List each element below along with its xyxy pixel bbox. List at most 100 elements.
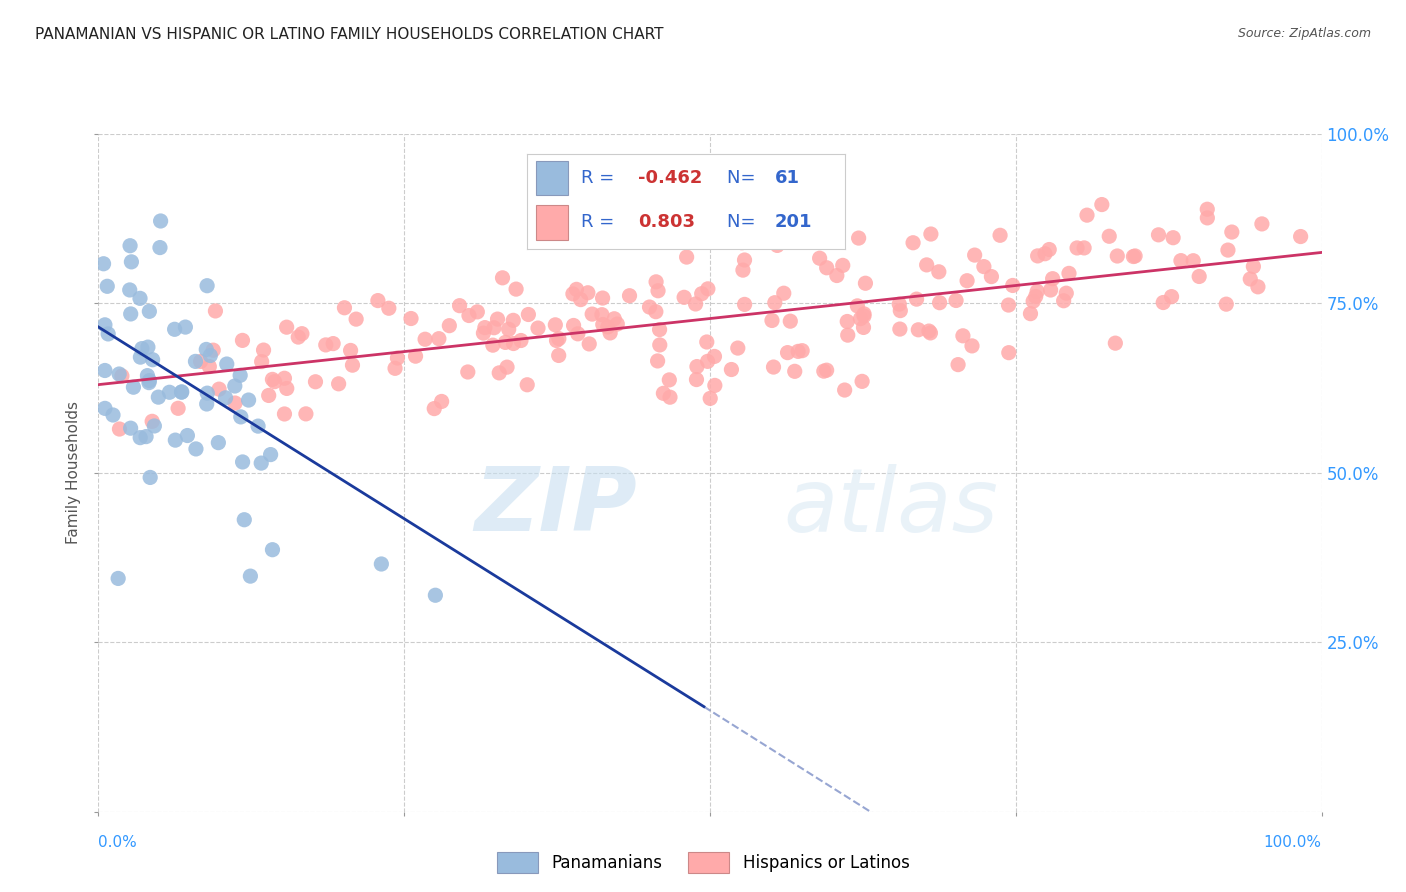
Point (1197, 202, 1219, 217)
Point (232, 455, 254, 469)
Point (956, 274, 979, 288)
Point (136, 340, 159, 354)
Point (1022, 294, 1045, 309)
Point (496, 360, 519, 375)
Text: ZIP: ZIP (474, 463, 637, 550)
Point (638, 300, 661, 314)
Point (731, 263, 754, 277)
Point (94, 363, 117, 377)
Point (224, 379, 246, 393)
Text: Source: ZipAtlas.com: Source: ZipAtlas.com (1237, 27, 1371, 40)
Point (259, 448, 281, 462)
Point (619, 289, 641, 303)
Point (1247, 280, 1270, 294)
Point (1026, 249, 1049, 263)
Point (149, 241, 172, 255)
Point (159, 385, 181, 400)
Point (505, 282, 527, 296)
Point (142, 352, 165, 367)
Point (250, 456, 273, 470)
Point (720, 362, 742, 376)
Point (247, 419, 270, 434)
Point (108, 422, 131, 436)
Text: 201: 201 (775, 213, 813, 231)
Point (901, 235, 924, 250)
Point (491, 270, 513, 285)
Point (565, 282, 588, 296)
Point (1251, 217, 1274, 231)
Point (118, 283, 141, 297)
Point (276, 381, 298, 395)
Point (498, 322, 520, 336)
Point (229, 368, 252, 383)
Point (148, 390, 170, 404)
Point (287, 330, 309, 344)
Point (1033, 246, 1056, 260)
Point (120, 421, 142, 435)
Point (576, 285, 599, 300)
Point (229, 409, 252, 424)
Point (659, 390, 682, 404)
Point (1220, 225, 1243, 239)
Point (273, 371, 295, 385)
Point (1152, 295, 1174, 310)
Point (94, 401, 117, 416)
FancyBboxPatch shape (536, 205, 568, 240)
Text: 100.0%: 100.0% (1264, 836, 1322, 850)
Point (208, 382, 231, 396)
Point (96, 279, 118, 293)
Point (250, 354, 273, 368)
FancyBboxPatch shape (536, 161, 568, 195)
Point (384, 361, 406, 376)
Point (458, 309, 481, 323)
Point (648, 322, 671, 336)
Point (673, 290, 696, 304)
Point (703, 350, 725, 364)
Point (997, 298, 1019, 312)
Point (163, 322, 186, 336)
Point (592, 318, 614, 332)
Point (195, 386, 218, 401)
Point (120, 255, 142, 269)
Point (472, 326, 495, 340)
Point (1123, 249, 1146, 263)
Point (120, 307, 142, 321)
Point (129, 350, 152, 364)
Point (239, 569, 262, 583)
Point (449, 299, 471, 313)
Point (333, 301, 356, 315)
Point (190, 354, 212, 368)
Point (1073, 241, 1095, 255)
Point (138, 304, 160, 318)
Point (652, 386, 675, 401)
Point (120, 238, 142, 252)
Point (915, 258, 938, 272)
Point (273, 407, 295, 421)
Point (257, 388, 280, 402)
Y-axis label: Family Households: Family Households (66, 401, 82, 544)
Point (696, 354, 718, 368)
Point (233, 513, 256, 527)
Point (215, 357, 238, 371)
Point (387, 351, 409, 365)
Text: atlas: atlas (783, 464, 998, 549)
Point (430, 394, 453, 409)
Point (516, 377, 538, 392)
Point (567, 326, 589, 341)
Point (1076, 208, 1098, 222)
Point (837, 328, 859, 343)
Text: R =: R = (581, 169, 620, 186)
Point (474, 320, 496, 334)
Point (108, 367, 131, 381)
Point (214, 391, 236, 405)
Point (304, 375, 326, 389)
Text: 0.0%: 0.0% (98, 836, 138, 850)
Point (699, 392, 721, 406)
Point (527, 321, 550, 335)
Point (195, 397, 218, 411)
Point (980, 269, 1002, 284)
Point (696, 334, 718, 349)
Point (1215, 297, 1237, 311)
Point (488, 366, 510, 380)
Point (592, 291, 614, 305)
